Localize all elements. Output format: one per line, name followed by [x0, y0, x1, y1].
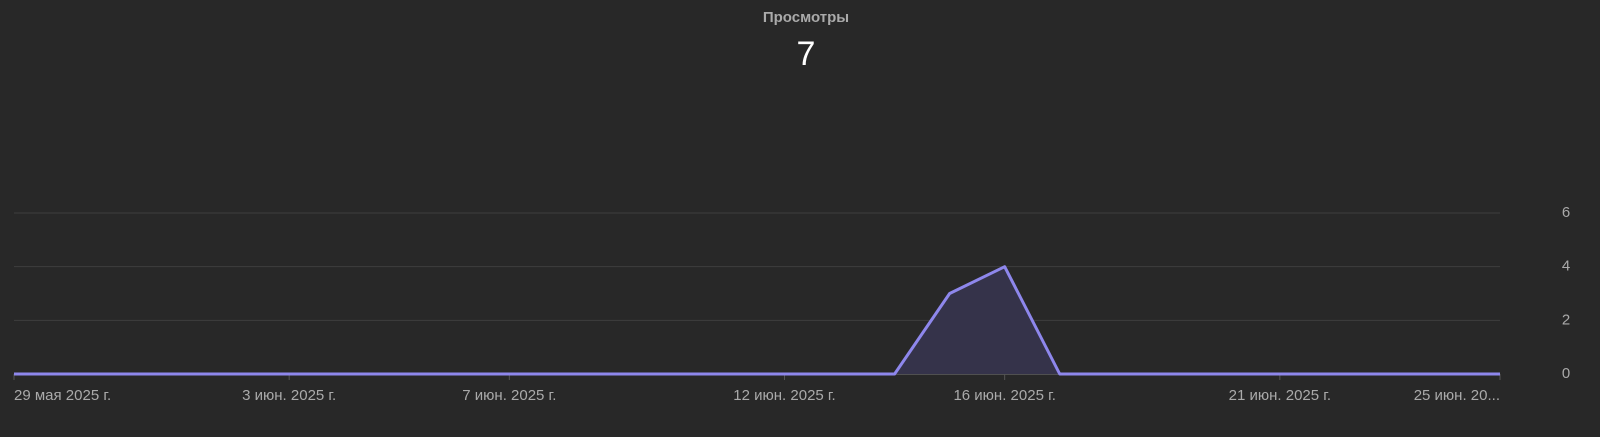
- x-tick-label: 3 июн. 2025 г.: [242, 387, 336, 404]
- x-tick-label: 21 июн. 2025 г.: [1229, 387, 1331, 404]
- y-tick-label: 4: [1562, 258, 1570, 275]
- x-tick-label: 29 мая 2025 г.: [14, 387, 111, 404]
- x-tick-label: 7 июн. 2025 г.: [462, 387, 556, 404]
- total-value: 7: [797, 35, 816, 73]
- y-tick-label: 6: [1562, 204, 1570, 221]
- chart-title: Просмотры: [763, 9, 849, 26]
- x-tick-label: 16 июн. 2025 г.: [953, 387, 1055, 404]
- y-tick-label: 0: [1562, 365, 1570, 382]
- line: [14, 265, 1500, 376]
- x-tick-label: 25 июн. 20...: [1414, 387, 1500, 404]
- x-tick-label: 12 июн. 2025 г.: [733, 387, 835, 404]
- y-tick-label: 2: [1562, 311, 1570, 328]
